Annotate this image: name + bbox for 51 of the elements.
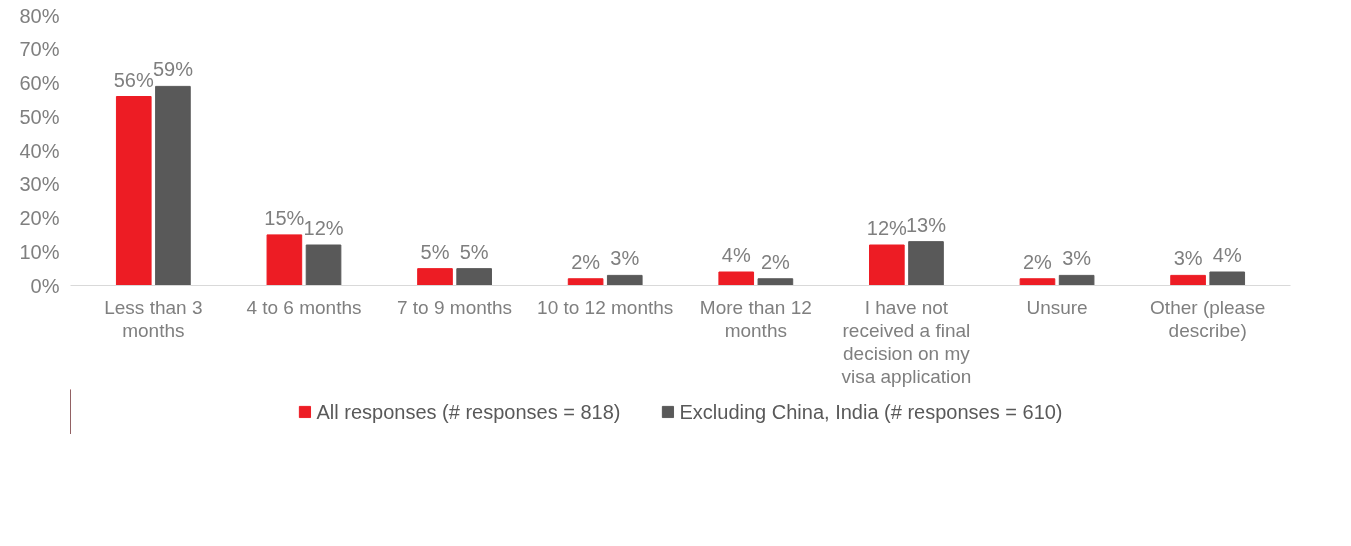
bar	[869, 244, 905, 286]
x-tick-label: I have not received a final decision on my visa application	[841, 296, 972, 387]
data-label: 2%	[1023, 250, 1053, 273]
y-tick-label: 50%	[19, 105, 60, 128]
y-tick-label: 80%	[19, 4, 60, 27]
y-tick-label: 10%	[19, 240, 60, 263]
data-label: 2%	[760, 250, 791, 273]
bar	[1019, 278, 1056, 286]
data-label: 4%	[1212, 244, 1242, 266]
bar	[417, 268, 453, 286]
x-tick-label: 10 to 12 months	[537, 296, 674, 318]
bar	[1058, 274, 1095, 286]
bar	[1209, 271, 1246, 286]
y-tick-label: 40%	[19, 139, 60, 162]
x-tick-label: 4 to 6 months	[246, 296, 362, 318]
y-tick-label: 30%	[19, 173, 60, 196]
data-label: 56%	[113, 68, 154, 91]
bar	[266, 234, 303, 286]
y-tick-label: 0%	[30, 274, 60, 297]
x-tick-label: More than 12 months	[699, 296, 812, 341]
legend-label: All responses (# responses = 818)	[316, 400, 621, 423]
x-tick-label: 7 to 9 months	[397, 296, 513, 318]
bar	[606, 274, 643, 286]
x-tick-label: Other (please describe)	[1150, 296, 1266, 341]
data-label: 5%	[420, 240, 450, 263]
data-label: 4%	[721, 244, 751, 266]
x-tick-label: Unsure	[1026, 296, 1088, 318]
x-tick-label: Less than 3 months	[104, 296, 203, 341]
y-tick-label: 20%	[19, 207, 60, 229]
data-label: 3%	[1062, 247, 1092, 270]
data-label: 2%	[571, 250, 601, 273]
bar	[718, 271, 755, 286]
bar	[908, 241, 944, 286]
data-label: 13%	[905, 213, 947, 236]
bar	[115, 96, 152, 286]
bar	[305, 244, 342, 286]
data-label: 12%	[303, 217, 344, 239]
data-label: 3%	[610, 247, 640, 270]
bar	[1170, 274, 1206, 286]
y-tick-label: 70%	[19, 38, 60, 61]
bar	[567, 278, 604, 286]
y-tick-label: 60%	[19, 72, 60, 94]
bar	[155, 85, 191, 286]
data-label: 59%	[152, 58, 194, 81]
data-label: 5%	[459, 240, 489, 263]
data-label: 15%	[264, 206, 305, 229]
data-label: 3%	[1173, 247, 1203, 270]
data-label: 12%	[866, 217, 908, 239]
legend-label: Excluding China, India (# responses = 610)	[679, 400, 1063, 423]
bar	[456, 268, 492, 286]
bar	[757, 278, 794, 286]
